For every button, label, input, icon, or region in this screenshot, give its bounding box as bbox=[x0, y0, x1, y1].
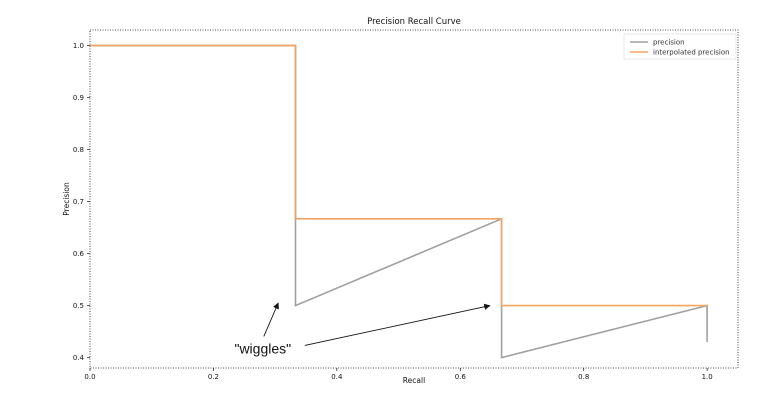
x-tick-label: 0.8 bbox=[578, 373, 589, 381]
chart-title: Precision Recall Curve bbox=[367, 17, 461, 27]
annotation-arrow bbox=[263, 302, 279, 337]
legend: precision interpolated precision bbox=[623, 33, 737, 60]
y-tick-label: 0.5 bbox=[73, 302, 84, 310]
annotation-layer: "wiggles" bbox=[234, 302, 491, 356]
annotation-wiggles: "wiggles" bbox=[234, 340, 291, 356]
x-tick-label: 0.4 bbox=[331, 373, 343, 381]
y-axis-ticks: 0.4 0.5 0.6 0.7 0.8 0.9 1.0 bbox=[73, 42, 90, 362]
x-axis-label: Recall bbox=[403, 376, 425, 385]
x-tick-label: 0.2 bbox=[208, 373, 219, 381]
y-tick-label: 0.8 bbox=[73, 146, 84, 154]
y-tick-label: 0.4 bbox=[73, 354, 85, 362]
y-tick-label: 0.9 bbox=[73, 94, 84, 102]
y-tick-label: 1.0 bbox=[73, 42, 84, 50]
x-tick-label: 1.0 bbox=[702, 373, 713, 381]
x-tick-label: 0.6 bbox=[455, 373, 467, 381]
legend-box bbox=[623, 33, 737, 60]
y-tick-label: 0.7 bbox=[73, 198, 84, 206]
annotation-arrow bbox=[304, 303, 491, 346]
series-layer bbox=[90, 44, 708, 359]
legend-label-interpolated-precision: interpolated precision bbox=[653, 49, 730, 57]
y-axis-label: Precision bbox=[62, 182, 71, 216]
series-line-interpolated-precision bbox=[90, 44, 708, 307]
x-axis-ticks: 0.0 0.2 0.4 0.6 0.8 1.0 bbox=[84, 368, 713, 381]
legend-label-precision: precision bbox=[653, 39, 685, 47]
series-line-precision bbox=[90, 44, 708, 359]
y-tick-label: 0.6 bbox=[73, 250, 85, 258]
x-tick-label: 0.0 bbox=[84, 373, 95, 381]
plot-area-frame bbox=[89, 29, 739, 369]
